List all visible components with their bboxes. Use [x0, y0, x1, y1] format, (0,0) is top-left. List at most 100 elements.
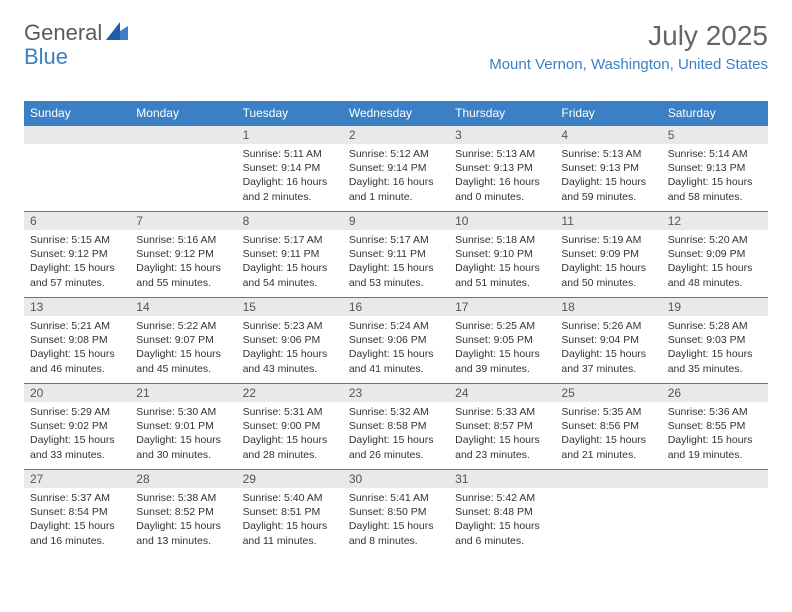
sunrise-text: Sunrise: 5:24 AM: [349, 319, 443, 333]
day-header-thursday: Thursday: [449, 101, 555, 125]
daylight-text: Daylight: 15 hours and 54 minutes.: [243, 261, 337, 289]
day-cell: [662, 469, 768, 555]
sunset-text: Sunset: 9:14 PM: [349, 161, 443, 175]
day-cell: 27Sunrise: 5:37 AMSunset: 8:54 PMDayligh…: [24, 469, 130, 555]
daylight-text: Daylight: 16 hours and 2 minutes.: [243, 175, 337, 203]
daylight-text: Daylight: 15 hours and 41 minutes.: [349, 347, 443, 375]
daylight-text: Daylight: 15 hours and 46 minutes.: [30, 347, 124, 375]
date-number: 28: [130, 469, 236, 488]
daylight-text: Daylight: 15 hours and 23 minutes.: [455, 433, 549, 461]
day-header-saturday: Saturday: [662, 101, 768, 125]
daylight-text: Daylight: 15 hours and 59 minutes.: [561, 175, 655, 203]
day-info: Sunrise: 5:18 AMSunset: 9:10 PMDaylight:…: [449, 230, 555, 296]
daylight-text: Daylight: 15 hours and 45 minutes.: [136, 347, 230, 375]
daylight-text: Daylight: 15 hours and 8 minutes.: [349, 519, 443, 547]
day-cell: 25Sunrise: 5:35 AMSunset: 8:56 PMDayligh…: [555, 383, 661, 469]
day-cell: 10Sunrise: 5:18 AMSunset: 9:10 PMDayligh…: [449, 211, 555, 297]
day-cell: [130, 125, 236, 211]
day-cell: 3Sunrise: 5:13 AMSunset: 9:13 PMDaylight…: [449, 125, 555, 211]
sunrise-text: Sunrise: 5:26 AM: [561, 319, 655, 333]
day-cell: 7Sunrise: 5:16 AMSunset: 9:12 PMDaylight…: [130, 211, 236, 297]
day-cell: 26Sunrise: 5:36 AMSunset: 8:55 PMDayligh…: [662, 383, 768, 469]
day-cell: 16 Sunrise: 5:24 AMSunset: 9:06 PMDayligh…: [343, 297, 449, 383]
day-info: Sunrise: 5:42 AMSunset: 8:48 PMDaylight:…: [449, 488, 555, 554]
date-number: 6: [24, 211, 130, 230]
calendar-table: Sunday Monday Tuesday Wednesday Thursday…: [24, 101, 768, 555]
day-cell: 24Sunrise: 5:33 AMSunset: 8:57 PMDayligh…: [449, 383, 555, 469]
logo-text-blue: Blue: [24, 44, 68, 69]
sunrise-text: Sunrise: 5:35 AM: [561, 405, 655, 419]
sunset-text: Sunset: 9:13 PM: [455, 161, 549, 175]
day-info: Sunrise: 5:31 AMSunset: 9:00 PMDaylight:…: [237, 402, 343, 468]
daylight-text: Daylight: 15 hours and 30 minutes.: [136, 433, 230, 461]
day-cell: 21Sunrise: 5:30 AMSunset: 9:01 PMDayligh…: [130, 383, 236, 469]
sunset-text: Sunset: 8:52 PM: [136, 505, 230, 519]
sunset-text: Sunset: 9:11 PM: [349, 247, 443, 261]
daylight-text: Daylight: 15 hours and 51 minutes.: [455, 261, 549, 289]
day-cell: 29Sunrise: 5:40 AMSunset: 8:51 PMDayligh…: [237, 469, 343, 555]
daylight-text: Daylight: 15 hours and 39 minutes.: [455, 347, 549, 375]
sunrise-text: Sunrise: 5:14 AM: [668, 147, 762, 161]
sunrise-text: Sunrise: 5:21 AM: [30, 319, 124, 333]
day-header-tuesday: Tuesday: [237, 101, 343, 125]
sunrise-text: Sunrise: 5:33 AM: [455, 405, 549, 419]
daylight-text: Daylight: 15 hours and 35 minutes.: [668, 347, 762, 375]
sunrise-text: Sunrise: 5:41 AM: [349, 491, 443, 505]
sunrise-text: Sunrise: 5:28 AM: [668, 319, 762, 333]
sunrise-text: Sunrise: 5:30 AM: [136, 405, 230, 419]
sunset-text: Sunset: 9:09 PM: [668, 247, 762, 261]
day-info: Sunrise: 5:23 AMSunset: 9:06 PMDaylight:…: [237, 316, 343, 382]
day-info: Sunrise: 5:33 AMSunset: 8:57 PMDaylight:…: [449, 402, 555, 468]
sunset-text: Sunset: 8:55 PM: [668, 419, 762, 433]
daylight-text: Daylight: 15 hours and 13 minutes.: [136, 519, 230, 547]
day-header-wednesday: Wednesday: [343, 101, 449, 125]
day-header-row: Sunday Monday Tuesday Wednesday Thursday…: [24, 101, 768, 125]
month-title: July 2025: [489, 20, 768, 52]
sunset-text: Sunset: 8:57 PM: [455, 419, 549, 433]
sunset-text: Sunset: 9:13 PM: [668, 161, 762, 175]
day-info: Sunrise: 5:14 AMSunset: 9:13 PMDaylight:…: [662, 144, 768, 210]
sunset-text: Sunset: 8:51 PM: [243, 505, 337, 519]
date-number: 16: [343, 297, 449, 316]
date-number: 25: [555, 383, 661, 402]
day-info: Sunrise: 5:15 AMSunset: 9:12 PMDaylight:…: [24, 230, 130, 296]
day-cell: 2Sunrise: 5:12 AMSunset: 9:14 PMDaylight…: [343, 125, 449, 211]
day-cell: 6Sunrise: 5:15 AMSunset: 9:12 PMDaylight…: [24, 211, 130, 297]
daylight-text: Daylight: 15 hours and 21 minutes.: [561, 433, 655, 461]
sunrise-text: Sunrise: 5:37 AM: [30, 491, 124, 505]
sunset-text: Sunset: 8:48 PM: [455, 505, 549, 519]
date-number: 31: [449, 469, 555, 488]
sunrise-text: Sunrise: 5:12 AM: [349, 147, 443, 161]
day-cell: 23Sunrise: 5:32 AMSunset: 8:58 PMDayligh…: [343, 383, 449, 469]
daylight-text: Daylight: 15 hours and 28 minutes.: [243, 433, 337, 461]
sunrise-text: Sunrise: 5:18 AM: [455, 233, 549, 247]
sunset-text: Sunset: 8:50 PM: [349, 505, 443, 519]
sunset-text: Sunset: 9:08 PM: [30, 333, 124, 347]
day-cell: 19Sunrise: 5:28 AMSunset: 9:03 PMDayligh…: [662, 297, 768, 383]
sunrise-text: Sunrise: 5:32 AM: [349, 405, 443, 419]
day-info: Sunrise: 5:30 AMSunset: 9:01 PMDaylight:…: [130, 402, 236, 468]
day-cell: 22Sunrise: 5:31 AMSunset: 9:00 PMDayligh…: [237, 383, 343, 469]
empty-date: [130, 125, 236, 144]
day-info: Sunrise: 5:37 AMSunset: 8:54 PMDaylight:…: [24, 488, 130, 554]
sunset-text: Sunset: 8:54 PM: [30, 505, 124, 519]
date-number: 27: [24, 469, 130, 488]
day-info: Sunrise: 5:36 AMSunset: 8:55 PMDaylight:…: [662, 402, 768, 468]
sunrise-text: Sunrise: 5:20 AM: [668, 233, 762, 247]
day-header-sunday: Sunday: [24, 101, 130, 125]
date-number: 13: [24, 297, 130, 316]
day-cell: 4Sunrise: 5:13 AMSunset: 9:13 PMDaylight…: [555, 125, 661, 211]
date-number: 18: [555, 297, 661, 316]
sunset-text: Sunset: 9:10 PM: [455, 247, 549, 261]
title-block: July 2025 Mount Vernon, Washington, Unit…: [489, 20, 768, 73]
sunset-text: Sunset: 9:04 PM: [561, 333, 655, 347]
date-number: 20: [24, 383, 130, 402]
sunset-text: Sunset: 9:06 PM: [349, 333, 443, 347]
day-cell: 5Sunrise: 5:14 AMSunset: 9:13 PMDaylight…: [662, 125, 768, 211]
empty-date: [555, 469, 661, 488]
date-number: 2: [343, 125, 449, 144]
day-info: Sunrise: 5:21 AMSunset: 9:08 PMDaylight:…: [24, 316, 130, 382]
day-info: Sunrise: 5:41 AMSunset: 8:50 PMDaylight:…: [343, 488, 449, 554]
sunset-text: Sunset: 9:02 PM: [30, 419, 124, 433]
date-number: 26: [662, 383, 768, 402]
